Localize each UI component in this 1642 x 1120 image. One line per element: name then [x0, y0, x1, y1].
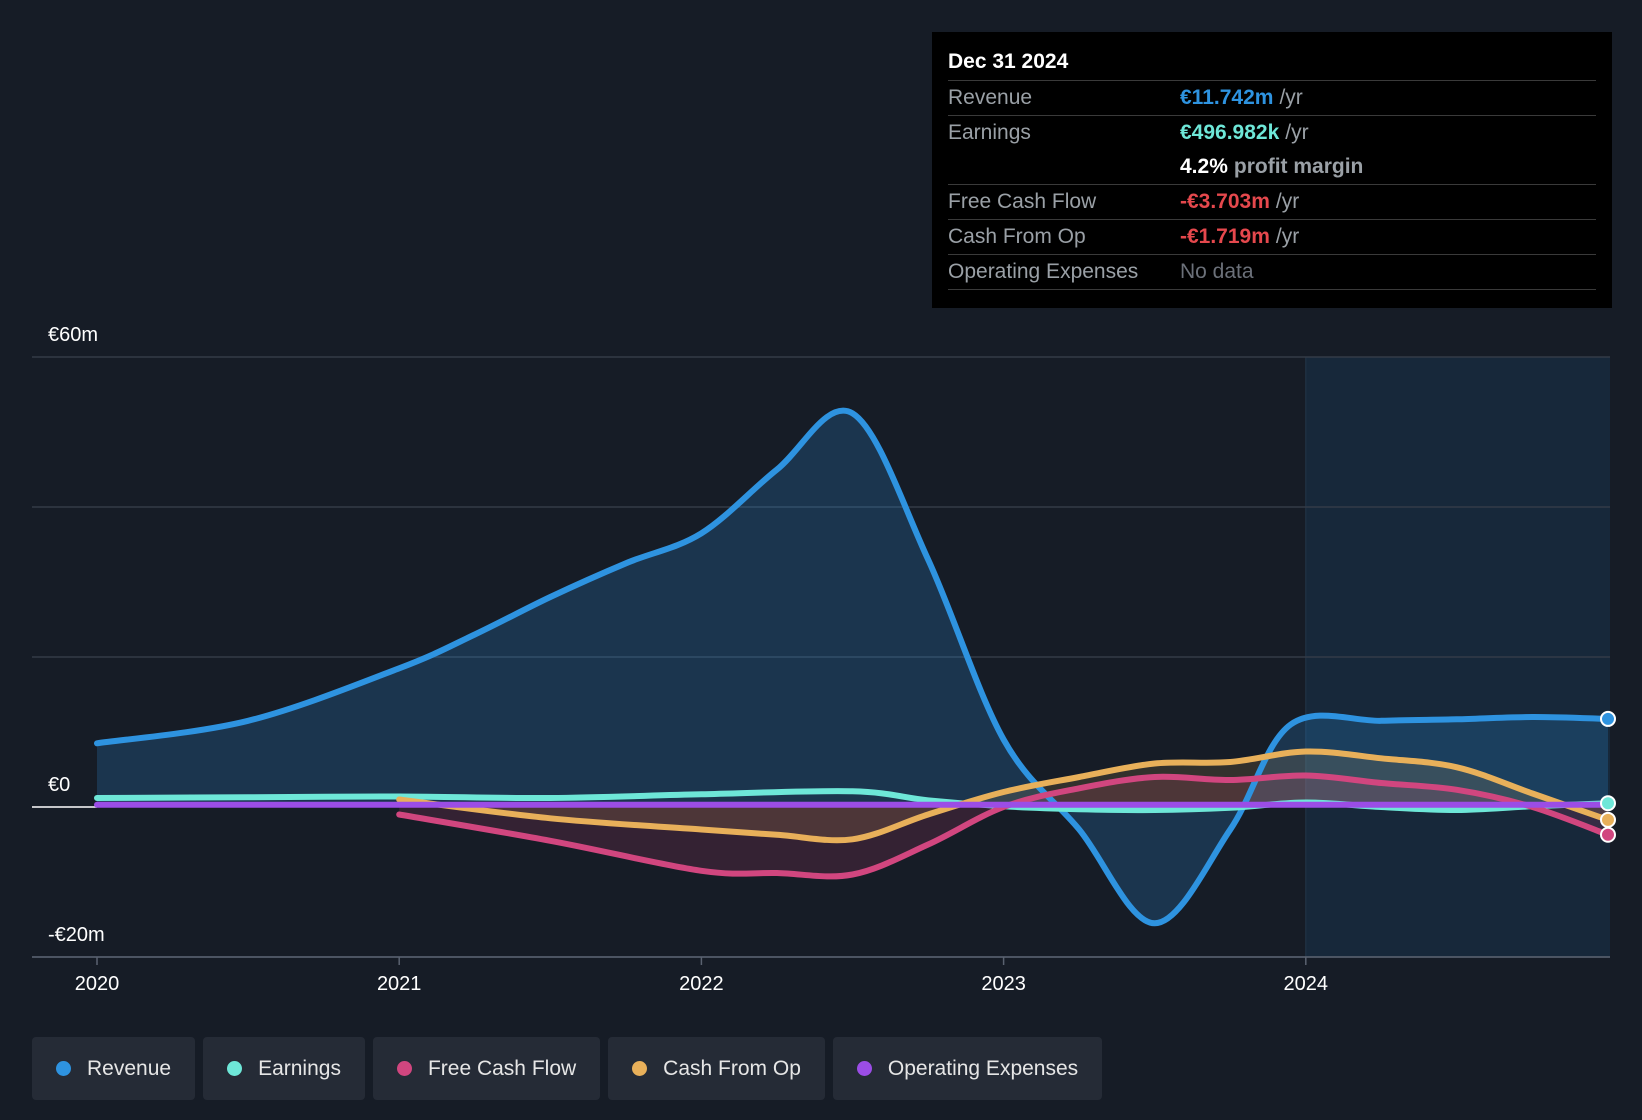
tooltip-unit-free-cash-flow: /yr [1275, 190, 1300, 213]
x-tick-label: 2022 [679, 973, 724, 995]
legend-item-cash-from-op[interactable]: Cash From Op [608, 1037, 825, 1100]
series-endpoints [1600, 710, 1616, 843]
tooltip-label-revenue: Revenue [948, 86, 1033, 109]
legend-label-operating-expenses: Operating Expenses [887, 1056, 1079, 1080]
tooltip-row-free-cash-flow: Free Cash Flow -€3.703m /yr [948, 185, 1596, 220]
tooltip-unit-revenue: /yr [1279, 86, 1303, 109]
series-lines [94, 407, 1611, 927]
x-axis-labels: 2020 2021 2022 2023 2024 [32, 956, 1610, 995]
x-tick-label: 2021 [377, 973, 422, 995]
y-tick-label: -€20m [48, 924, 105, 946]
x-tick-label: 2023 [981, 973, 1026, 995]
tooltip-value-free-cash-flow: -€3.703m [1180, 190, 1270, 213]
cash-from-op-dot-icon [632, 1061, 648, 1076]
legend-item-free-cash-flow[interactable]: Free Cash Flow [372, 1037, 601, 1100]
tooltip-value-revenue: €11.742m [1180, 86, 1274, 109]
tooltip-unit-earnings: /yr [1285, 121, 1309, 144]
tooltip-label-operating-expenses: Operating Expenses [948, 260, 1139, 283]
legend-label-earnings: Earnings [258, 1056, 341, 1080]
legend-label-free-cash-flow: Free Cash Flow [427, 1056, 577, 1080]
tooltip-value-cash-from-op: -€1.719m [1180, 225, 1270, 248]
tooltip-value-earnings: €496.982k [1180, 121, 1280, 144]
y-axis-labels: €60m €0 -€20m [48, 324, 105, 946]
revenue-endpoint [1600, 710, 1616, 727]
legend-item-revenue[interactable]: Revenue [32, 1037, 196, 1100]
tooltip-label-earnings: Earnings [948, 121, 1031, 144]
tooltip-row-earnings: Earnings €496.982k /yr [948, 116, 1596, 150]
y-tick-label: €0 [48, 774, 70, 796]
tooltip-unit-profit-margin: profit margin [1233, 155, 1364, 178]
tooltip-value-operating-expenses: No data [1180, 260, 1254, 283]
legend-item-operating-expenses[interactable]: Operating Expenses [832, 1037, 1103, 1100]
free-cash-flow-endpoint [1600, 826, 1616, 843]
tooltip-panel: Dec 31 2024 Revenue €11.742m /yr Earning… [932, 32, 1612, 308]
tooltip-row-cash-from-op: Cash From Op -€1.719m /yr [948, 220, 1596, 255]
tooltip-row-operating-expenses: Operating Expenses No data [948, 255, 1596, 290]
free-cash-flow-dot-icon [396, 1061, 412, 1076]
free-cash-flow-line [396, 772, 1611, 880]
earnings-dot-icon [227, 1061, 243, 1076]
x-tick-label: 2024 [1284, 973, 1329, 995]
legend-label-revenue: Revenue [87, 1056, 172, 1080]
legend-label-cash-from-op: Cash From Op [663, 1056, 801, 1080]
tooltip-label-free-cash-flow: Free Cash Flow [948, 190, 1097, 213]
legend-item-earnings[interactable]: Earnings [203, 1037, 365, 1100]
tooltip-label-profit-margin [948, 150, 1180, 184]
y-tick-label: €60m [48, 324, 98, 346]
cash-from-op-line [396, 748, 1611, 844]
tooltip-row-revenue: Revenue €11.742m /yr [948, 81, 1596, 116]
tooltip-row-profit-margin: 4.2% profit margin [948, 150, 1596, 185]
tooltip-date: Dec 31 2024 [948, 44, 1596, 81]
earnings-endpoint [1600, 795, 1616, 812]
x-tick-label: 2020 [75, 973, 120, 995]
cash-from-op-endpoint [1600, 811, 1616, 828]
operating-expenses-dot-icon [856, 1061, 872, 1076]
tooltip-label-cash-from-op: Cash From Op [948, 225, 1086, 248]
revenue-dot-icon [56, 1061, 71, 1076]
legend: Revenue Earnings Free Cash Flow Cash Fro… [32, 1037, 1103, 1100]
tooltip-value-profit-margin: 4.2% [1180, 155, 1228, 178]
tooltip-unit-cash-from-op: /yr [1275, 225, 1300, 248]
revenue-line [94, 407, 1611, 927]
